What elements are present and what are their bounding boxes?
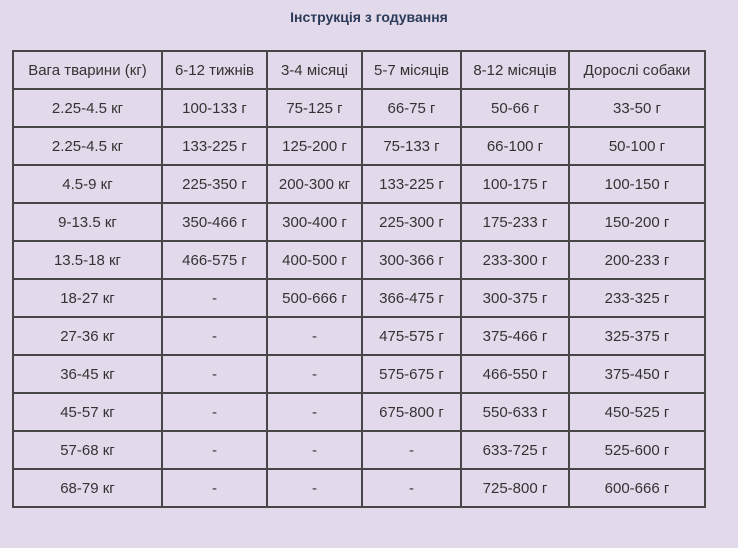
table-cell: 50-100 г [568,126,706,166]
table-row: 45-57 кг - -675-800 г 550-633 г 450-525 г [12,392,706,432]
table-cell: 57-68 кг [12,430,163,470]
table-cell: 27-36 кг [12,316,163,356]
table-header-row: Вага тварини (кг) 6-12 тижнів 3-4 місяці 5-… [12,50,706,90]
table-cell: 36-45 кг [12,354,163,394]
table-cell: - [161,392,268,432]
table-cell: 175-233 г [460,202,570,242]
table-cell: 200-233 г [568,240,706,280]
table-cell: 2.25-4.5 кг [12,126,163,166]
table-row: 9-13.5 кг 350-466 г 300-400 г 225-300 г 175-… [12,202,706,242]
table-cell: 300-375 г [460,278,570,318]
table-cell: 2.25-4.5 кг [12,88,163,128]
table-cell: 550-633 г [460,392,570,432]
table-row: 18-27 кг -500-666 г 366-475 г 300-375 г 233-… [12,278,706,318]
table-cell: 633-725 г [460,430,570,470]
table-cell: - [161,278,268,318]
table-row: 13.5-18 кг 466-575 г 400-500 г 300-366 г 233… [12,240,706,280]
column-header: 5-7 місяців [361,50,462,90]
table-row: 68-79 кг - - -725-800 г 600-666 г [12,468,706,508]
page-title: Інструкція з годування [290,9,448,25]
table-row: 2.25-4.5 кг 133-225 г 125-200 г 75-133 г 66-… [12,126,706,166]
table-cell: 300-366 г [361,240,462,280]
table-cell: 450-525 г [568,392,706,432]
table-cell: 75-133 г [361,126,462,166]
table-row: 57-68 кг - - -633-725 г 525-600 г [12,430,706,470]
column-header: 6-12 тижнів [161,50,268,90]
table-cell: 575-675 г [361,354,462,394]
table-cell: 600-666 г [568,468,706,508]
table-row: 27-36 кг - -475-575 г 375-466 г 325-375 г [12,316,706,356]
table-cell: 225-350 г [161,164,268,204]
table-cell: - [161,468,268,508]
table-cell: - [266,354,363,394]
table-cell: 50-66 г [460,88,570,128]
column-header: 8-12 місяців [460,50,570,90]
table-cell: 66-100 г [460,126,570,166]
table-cell: 233-325 г [568,278,706,318]
table-cell: 350-466 г [161,202,268,242]
table-cell: 13.5-18 кг [12,240,163,280]
table-cell: 68-79 кг [12,468,163,508]
table-cell: 75-125 г [266,88,363,128]
table-row: 4.5-9 кг 225-350 г 200-300 кг 133-225 г 100-… [12,164,706,204]
table-cell: 225-300 г [361,202,462,242]
table-cell: 133-225 г [361,164,462,204]
table-cell: - [161,354,268,394]
column-header: Дорослі собаки [568,50,706,90]
table-cell: 100-175 г [460,164,570,204]
table-cell: 300-400 г [266,202,363,242]
table-cell: 366-475 г [361,278,462,318]
table-cell: 9-13.5 кг [12,202,163,242]
column-header: Вага тварини (кг) [12,50,163,90]
table-cell: 18-27 кг [12,278,163,318]
table-cell: 200-300 кг [266,164,363,204]
table-cell: 675-800 г [361,392,462,432]
table-cell: 725-800 г [460,468,570,508]
table-cell: 500-666 г [266,278,363,318]
table-cell: - [266,430,363,470]
table-cell: 400-500 г [266,240,363,280]
table-cell: 100-150 г [568,164,706,204]
feeding-table: Вага тварини (кг) 6-12 тижнів 3-4 місяці 5-… [12,50,706,508]
table-cell: 475-575 г [361,316,462,356]
table-cell: 100-133 г [161,88,268,128]
table-cell: 66-75 г [361,88,462,128]
table-row: 2.25-4.5 кг 100-133 г 75-125 г 66-75 г 50-66… [12,88,706,128]
table-cell: - [361,468,462,508]
table-cell: 375-450 г [568,354,706,394]
table-cell: - [266,392,363,432]
table-cell: 325-375 г [568,316,706,356]
table-cell: 233-300 г [460,240,570,280]
table-cell: 466-550 г [460,354,570,394]
table-cell: - [161,316,268,356]
table-cell: 33-50 г [568,88,706,128]
table-cell: - [161,430,268,470]
table-cell: 133-225 г [161,126,268,166]
table-cell: 525-600 г [568,430,706,470]
table-cell: 125-200 г [266,126,363,166]
table-cell: - [266,468,363,508]
table-cell: 375-466 г [460,316,570,356]
table-cell: 45-57 кг [12,392,163,432]
table-cell: 466-575 г [161,240,268,280]
table-cell: - [361,430,462,470]
table-cell: - [266,316,363,356]
column-header: 3-4 місяці [266,50,363,90]
table-cell: 150-200 г [568,202,706,242]
table-row: 36-45 кг - -575-675 г 466-550 г 375-450 г [12,354,706,394]
table-cell: 4.5-9 кг [12,164,163,204]
